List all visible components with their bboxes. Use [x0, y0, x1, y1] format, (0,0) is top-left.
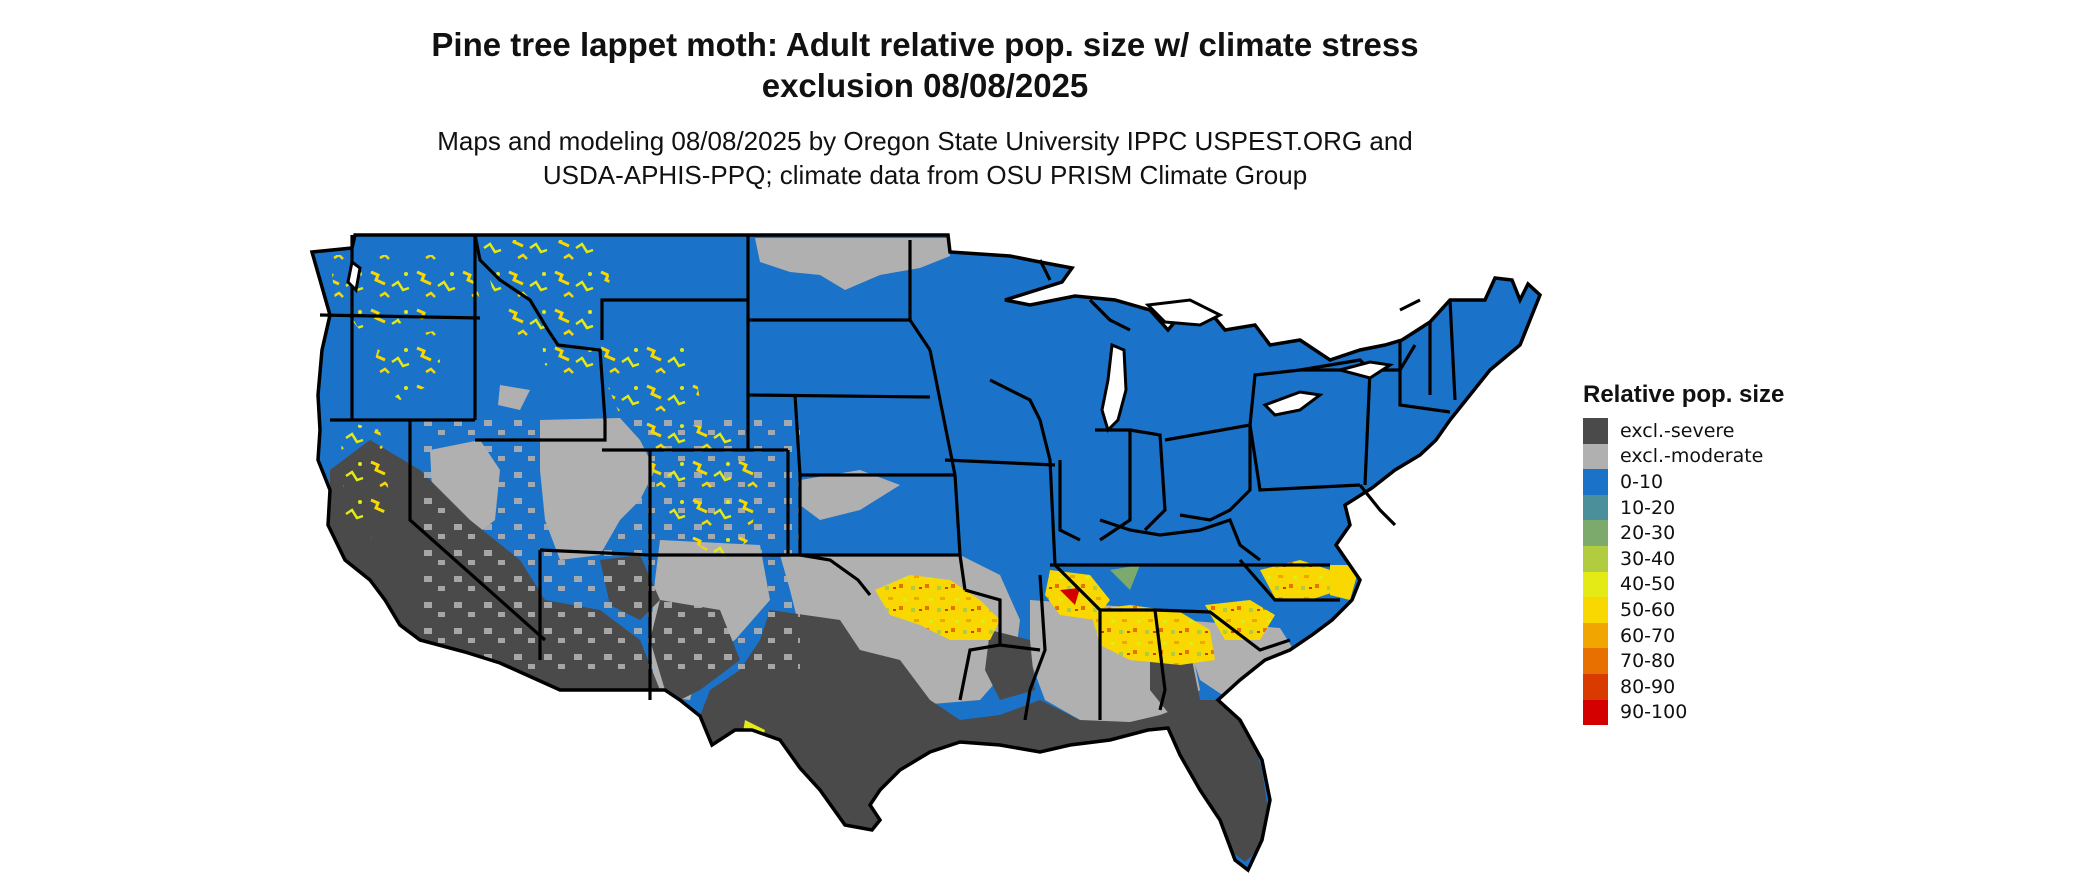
legend-item: 40-50	[1583, 571, 1784, 598]
legend-item: 0-10	[1583, 469, 1784, 495]
map-title-line-1: Pine tree lappet moth: Adult relative po…	[431, 26, 1419, 63]
legend-item: 70-80	[1583, 648, 1784, 674]
legend-swatch	[1583, 622, 1608, 649]
map-title-line-2: exclusion 08/08/2025	[761, 67, 1089, 104]
map-title: Pine tree lappet moth: Adult relative po…	[0, 24, 1850, 106]
legend-item: 60-70	[1583, 622, 1784, 649]
legend-item: 20-30	[1583, 520, 1784, 546]
legend-label: 80-90	[1620, 675, 1676, 698]
legend-label: 30-40	[1620, 547, 1676, 570]
suitable-west-zones	[330, 240, 760, 560]
legend-label: 60-70	[1620, 624, 1676, 647]
legend-item: 90-100	[1583, 699, 1784, 726]
lake-erie	[1262, 390, 1324, 417]
map-subtitle-line-2: USDA-APHIS-PPQ; climate data from OSU PR…	[542, 160, 1308, 190]
legend-swatch	[1583, 520, 1608, 546]
legend-swatch	[1583, 494, 1608, 521]
legend-swatch	[1583, 443, 1608, 470]
legend-label: 10-20	[1620, 496, 1676, 519]
legend: Relative pop. size excl.-severe excl.-mod…	[1583, 380, 1785, 726]
lake-ontario	[1334, 360, 1395, 380]
legend-swatch	[1583, 418, 1608, 444]
legend-label: 50-60	[1620, 598, 1676, 621]
legend-label: 20-30	[1620, 522, 1676, 545]
legend-swatch	[1583, 469, 1608, 495]
legend-label: 70-80	[1620, 650, 1676, 673]
legend-label: excl.-severe	[1620, 419, 1735, 442]
legend-item: 50-60	[1583, 597, 1784, 623]
suitable-south-band	[742, 560, 1360, 745]
legend-swatch	[1583, 673, 1608, 700]
legend-swatch	[1583, 545, 1608, 572]
legend-items: excl.-severe excl.-moderate 0-10 10-20 20-30…	[1583, 418, 1784, 726]
map-subtitle: Maps and modeling 08/08/2025 by Oregon S…	[0, 124, 1850, 192]
legend-swatch	[1583, 648, 1608, 674]
legend-item: 30-40	[1583, 545, 1784, 572]
legend-title: Relative pop. size	[1583, 381, 1785, 408]
legend-item: 80-90	[1583, 673, 1784, 700]
legend-swatch	[1583, 571, 1608, 598]
map-data-layer	[330, 238, 1360, 862]
legend-swatch	[1583, 597, 1608, 623]
legend-swatch	[1583, 699, 1608, 726]
legend-item: 10-20	[1583, 494, 1784, 521]
legend-label: 40-50	[1620, 573, 1676, 596]
legend-item: excl.-moderate	[1583, 443, 1784, 470]
map-subtitle-line-1: Maps and modeling 08/08/2025 by Oregon S…	[437, 126, 1413, 156]
water-bodies	[346, 259, 1395, 433]
puget-sound	[346, 259, 362, 294]
lake-michigan	[1100, 342, 1128, 433]
legend-label: excl.-moderate	[1620, 445, 1764, 468]
legend-label: 0-10	[1620, 470, 1664, 493]
legend-label: 90-100	[1620, 701, 1688, 724]
lake-superior-edge	[1144, 298, 1224, 327]
legend-item: excl.-severe	[1583, 418, 1784, 444]
